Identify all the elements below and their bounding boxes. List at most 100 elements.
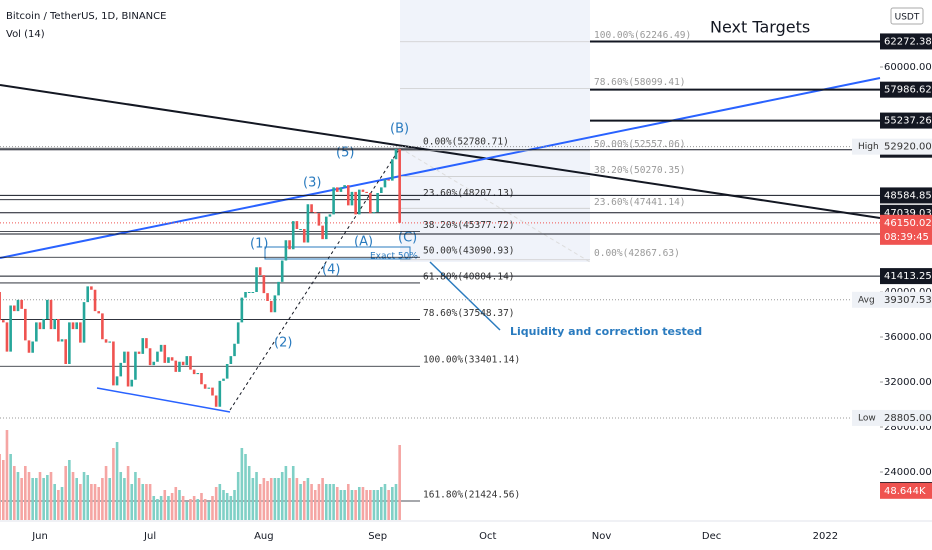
volume-bar [229,496,233,520]
x-tick-label: Jun [31,531,48,542]
stat-bg [852,138,932,155]
volume-bar [64,466,67,520]
volume-bar [104,466,108,520]
volume-bar [291,466,295,520]
trend-line [96,387,231,413]
stat-bg [852,409,932,426]
currency-box[interactable] [890,7,924,25]
fib-label: 23.60%(47441.14) [594,197,686,208]
candle [387,179,390,181]
volume-bar [207,502,211,520]
volume-bar [214,487,218,520]
candle [126,351,130,387]
volume-bar [90,484,93,520]
volume-bar [148,484,152,520]
wave-label: (1) [250,237,268,252]
volume-bar [321,478,324,520]
volume-bar [130,484,134,520]
currency[interactable]: USDT [895,13,920,23]
volume-bar [79,484,82,520]
volume-bar [383,484,387,520]
volume-bar [225,493,229,520]
volume-bar [97,487,101,520]
volume-bar [255,472,258,520]
stat-value: 39307.53 [884,295,932,306]
volume-bar [126,466,130,520]
candle [60,339,64,342]
x-tick-label: 2022 [813,531,838,542]
last-price: 46150.02 [884,218,932,229]
candle [291,221,295,250]
volume-bar [141,484,145,520]
candle [247,292,251,294]
wave-label: (3) [303,176,321,191]
volume-bar [247,466,251,520]
candle [64,339,67,364]
volume-bar [361,487,365,520]
candle [372,212,376,214]
candle [354,191,357,215]
candle [391,159,394,181]
volume-bar [16,472,20,520]
y-tick-label: 36000.00 [884,332,932,343]
candle [335,187,339,192]
volume-bar [266,481,269,520]
volume-bar [93,484,97,520]
volume-bar [332,484,335,520]
trend-line [229,147,401,411]
volume-bar [218,484,222,520]
candle [380,187,383,194]
candle [332,187,335,215]
candle [350,191,354,206]
candle [240,297,244,323]
y-tick-label: 60000.00 [884,62,932,73]
candle [365,191,368,194]
wave-label: (4) [322,263,340,278]
candle [192,369,196,375]
volume-bar [53,484,56,520]
target-label: 55237.26 [884,116,932,127]
candle [82,302,86,343]
last-price-bg [880,214,932,245]
candle [225,363,229,379]
candle [277,281,280,296]
volume-bar [369,490,372,520]
fib-label: 161.80%(21424.56) [423,489,520,500]
volume-bar [1,460,5,520]
volume-bar [27,472,31,520]
volume-bar [38,472,42,520]
candle [97,311,101,314]
candle [255,267,258,293]
candle [233,343,236,357]
x-tick-label: Dec [702,531,721,542]
volume-label: Vol (14) [6,29,45,40]
x-tick-label: Aug [254,531,274,542]
volume-bar [350,490,354,520]
candle [317,213,321,226]
candle [93,289,97,312]
target-label-bg [880,112,932,129]
candle [196,372,200,375]
projection-zone [400,0,590,262]
volume-bar [328,484,332,520]
candle [383,179,387,188]
volume-bar [68,460,71,520]
candle [137,351,141,354]
volume-bar [60,487,64,520]
volume-bar [123,478,126,520]
callout-line [429,261,501,331]
candle [9,305,12,352]
volume-bar [145,484,148,520]
volume-bar [192,496,196,520]
volume-bar [71,472,75,520]
candle [119,362,123,377]
volume-bar [394,484,398,520]
volume-bar [185,502,189,520]
level-label-bg [880,187,932,204]
volume-bar [288,478,291,520]
candle [306,204,310,243]
volume-bar [119,472,123,520]
candle [251,292,255,294]
volume-bar [31,478,34,520]
volume-bar [222,490,225,520]
